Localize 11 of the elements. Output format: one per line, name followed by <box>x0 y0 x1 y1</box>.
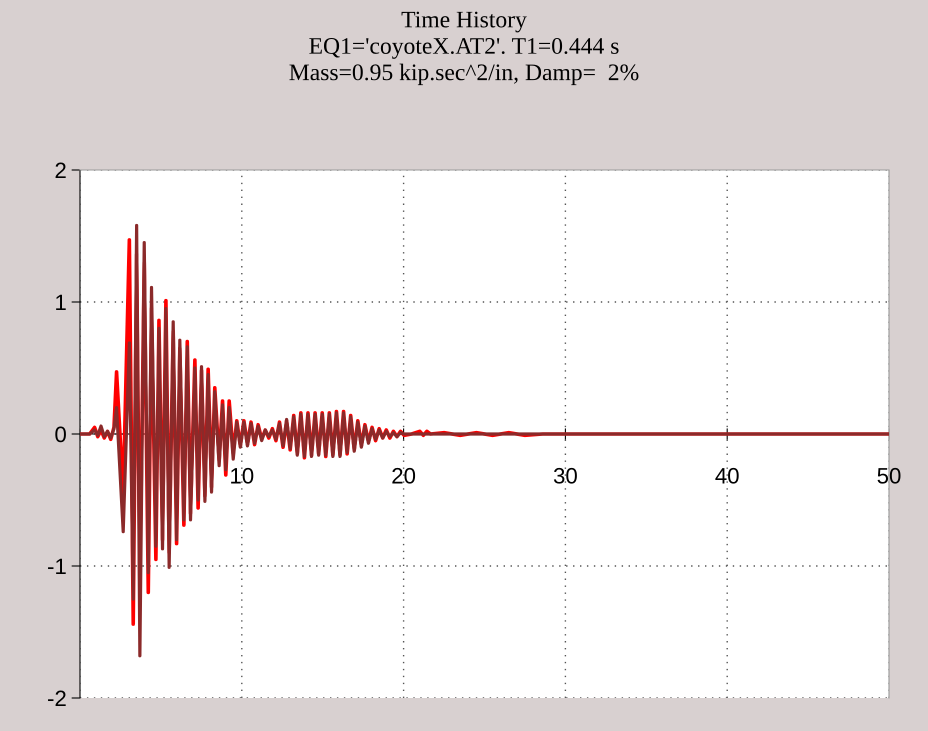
chart-title: Time History EQ1='coyoteX.AT2'. T1=0.444 s Mass=0.95 kip.sec^2/in, Damp= 2% <box>289 12 638 86</box>
x-tick-label: 40 <box>715 468 739 484</box>
y-tick-label: 1 <box>56 294 66 310</box>
x-tick-label: 10 <box>231 468 254 484</box>
x-tick-label: 50 <box>878 468 900 484</box>
y-tick-label: -2 <box>48 690 66 706</box>
y-tick-label: 0 <box>55 426 66 442</box>
x-tick-label: 30 <box>554 468 577 484</box>
y-tick-label: 2 <box>56 162 66 178</box>
x-tick-label: 20 <box>392 468 416 484</box>
y-tick-label: -1 <box>48 558 66 574</box>
